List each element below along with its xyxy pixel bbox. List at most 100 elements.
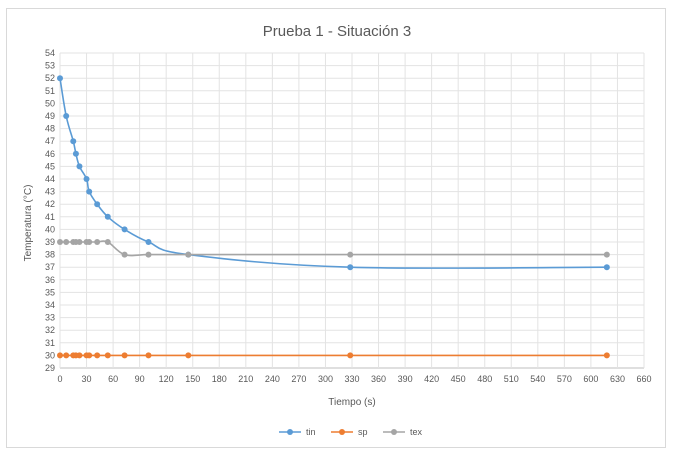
y-tick-label: 34 (45, 300, 55, 310)
data-point-tin (83, 176, 90, 182)
series-line-tin (59, 78, 607, 270)
y-tick-label: 54 (45, 48, 55, 58)
y-tick-labels: 29 30 31 32 33 34 35 36 37 38 39 40 41 42 43 44 45 46 47 48… (45, 48, 55, 373)
data-point-tin (145, 239, 152, 245)
data-point-tex (603, 251, 610, 258)
x-tick-label: 180 (212, 374, 227, 384)
legend-marker (339, 429, 345, 435)
x-tick-label: 210 (238, 374, 253, 384)
y-tick-label: 48 (45, 124, 55, 134)
data-point-tin (70, 138, 77, 145)
y-tick-label: 31 (45, 338, 55, 348)
x-tick-label: 510 (504, 374, 519, 384)
y-tick-label: 39 (45, 237, 55, 247)
x-tick-label: 600 (583, 374, 598, 384)
data-point-sp (603, 352, 610, 359)
data-point-sp (57, 352, 63, 359)
legend: tin sp tex (279, 427, 423, 437)
data-point-tex (104, 239, 111, 245)
y-tick-label: 30 (45, 350, 55, 360)
y-tick-label: 29 (45, 363, 55, 373)
y-tick-label: 47 (45, 136, 55, 146)
data-point-sp (347, 352, 354, 359)
legend-marker (391, 429, 397, 435)
data-point-sp (94, 352, 101, 359)
x-axis-label: Tiempo (s) (328, 397, 375, 408)
y-tick-label: 41 (45, 212, 55, 222)
data-point-sp (121, 352, 128, 359)
data-point-tin (104, 213, 111, 220)
series-tex (57, 239, 610, 258)
x-tick-label: 570 (557, 374, 572, 384)
data-point-sp (185, 352, 192, 359)
x-tick-label: 150 (185, 374, 200, 384)
legend-item-tex: tex (383, 427, 423, 437)
data-point-tex (185, 251, 192, 258)
series-line-tex (60, 240, 607, 257)
legend-label: tin (306, 427, 316, 437)
y-tick-label: 33 (45, 313, 55, 323)
y-tick-label: 45 (45, 161, 55, 171)
y-tick-label: 53 (45, 61, 55, 71)
data-point-sp (63, 352, 70, 359)
data-point-sp (86, 352, 93, 359)
x-tick-label: 330 (344, 374, 359, 384)
data-point-tin (347, 264, 354, 271)
y-tick-label: 35 (45, 287, 55, 297)
gridlines (59, 52, 645, 369)
data-point-tex (145, 251, 152, 258)
y-tick-label: 37 (45, 262, 55, 272)
series-tin (57, 75, 610, 271)
chart-title: Prueba 1 - Situación 3 (263, 23, 411, 40)
data-point-tin (63, 113, 70, 119)
data-point-tin (121, 226, 128, 233)
data-point-tin (603, 264, 610, 271)
data-point-tin (76, 163, 83, 170)
y-tick-label: 49 (45, 111, 55, 121)
x-tick-label: 630 (610, 374, 625, 384)
y-tick-label: 32 (45, 325, 55, 335)
data-point-tin (57, 75, 63, 82)
data-point-tex (57, 239, 63, 245)
series-group (57, 75, 610, 359)
y-tick-label: 46 (45, 149, 55, 159)
y-axis-label: Temperatura (°C) (23, 185, 34, 262)
x-tick-label: 480 (477, 374, 492, 384)
x-tick-label: 270 (291, 374, 306, 384)
legend-item-sp: sp (331, 427, 368, 437)
y-tick-label: 42 (45, 199, 55, 209)
series-sp (57, 352, 610, 359)
x-tick-label: 0 (57, 374, 62, 384)
y-tick-label: 40 (45, 224, 55, 234)
data-point-tex (63, 239, 70, 245)
legend-label: tex (410, 427, 423, 437)
x-tick-label: 540 (530, 374, 545, 384)
data-point-sp (145, 352, 152, 359)
data-point-tin (94, 201, 101, 208)
data-point-tex (347, 251, 354, 258)
x-tick-label: 60 (108, 374, 118, 384)
legend-label: sp (358, 427, 368, 437)
x-tick-label: 30 (82, 374, 92, 384)
data-point-tin (72, 150, 79, 157)
data-point-tex (86, 239, 93, 245)
x-tick-label: 420 (424, 374, 439, 384)
data-point-tex (121, 251, 128, 258)
x-tick-label: 360 (371, 374, 386, 384)
y-tick-label: 38 (45, 250, 55, 260)
y-tick-label: 44 (45, 174, 55, 184)
data-point-tin (86, 188, 93, 195)
x-tick-label: 240 (265, 374, 280, 384)
y-tick-label: 43 (45, 187, 55, 197)
data-point-sp (76, 352, 83, 359)
x-tick-label: 90 (135, 374, 145, 384)
legend-item-tin: tin (279, 427, 316, 437)
data-point-tex (94, 239, 101, 245)
data-point-tex (76, 239, 83, 245)
y-tick-label: 50 (45, 98, 55, 108)
x-tick-labels: 0 30 60 90 120 150 180 210 240 270 300 330 360 390 420… (57, 374, 651, 384)
x-tick-label: 390 (398, 374, 413, 384)
line-chart: Prueba 1 - Situación 3 29 30 31 32 33 34 35 36 3… (23, 23, 652, 437)
x-tick-label: 660 (636, 374, 651, 384)
chart-frame: Prueba 1 - Situación 3 29 30 31 32 33 34 35 36 3… (6, 8, 666, 448)
